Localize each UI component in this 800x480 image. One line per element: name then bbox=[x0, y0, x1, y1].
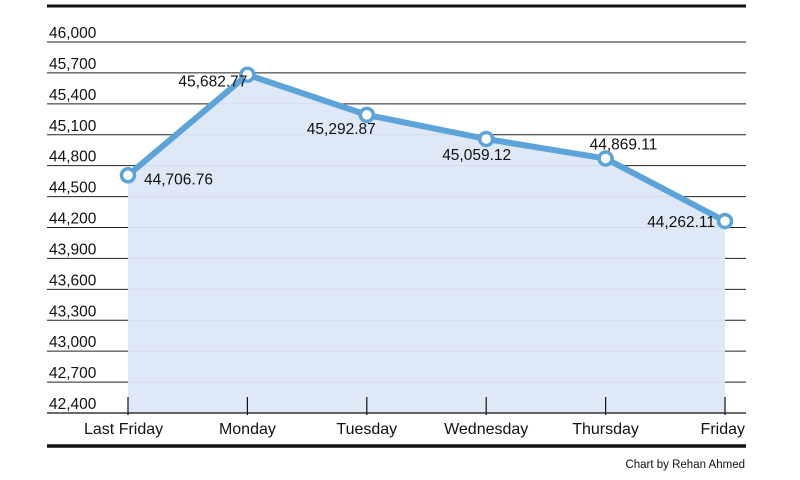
y-tick-label: 45,100 bbox=[49, 118, 97, 135]
data-point bbox=[358, 106, 376, 124]
x-tick-label: Monday bbox=[219, 421, 276, 438]
y-tick-label: 42,400 bbox=[49, 396, 97, 413]
y-tick-label: 44,800 bbox=[49, 149, 97, 166]
data-label: 45,682.77 bbox=[178, 74, 247, 91]
x-tick-label: Thursday bbox=[572, 421, 639, 438]
y-tick-label: 43,900 bbox=[49, 241, 97, 258]
x-tick-label: Wednesday bbox=[444, 421, 528, 438]
data-label: 44,706.76 bbox=[144, 171, 213, 188]
y-tick-label: 45,400 bbox=[49, 87, 97, 104]
y-tick-label: 43,000 bbox=[49, 334, 97, 351]
y-axis-tick-labels: 42,400 42,700 43,000 43,300 43,600 43,900 44,2… bbox=[49, 25, 97, 413]
data-point bbox=[239, 66, 256, 83]
area-fill bbox=[128, 74, 725, 413]
y-tick-label: 45,700 bbox=[49, 56, 97, 73]
y-tick-label: 43,600 bbox=[49, 272, 97, 289]
y-tick-label: 44,200 bbox=[49, 211, 97, 228]
series-line bbox=[125, 71, 728, 225]
y-tick-label: 46,000 bbox=[49, 25, 97, 42]
data-point bbox=[716, 212, 734, 230]
chart-credit: Chart by Rehan Ahmed bbox=[625, 459, 745, 471]
data-label: 44,869.11 bbox=[590, 137, 658, 154]
data-point bbox=[477, 130, 495, 148]
data-point bbox=[119, 167, 137, 184]
x-tick-label: Friday bbox=[701, 421, 745, 438]
y-tick-label: 43,300 bbox=[49, 303, 97, 320]
data-point bbox=[597, 150, 614, 167]
y-tick-label: 42,700 bbox=[49, 365, 97, 382]
x-tick-label: Last Friday bbox=[84, 421, 163, 438]
data-label: 44,262.11 bbox=[647, 214, 715, 231]
x-axis: Last Friday Monday Tuesday Wednesday Thursda… bbox=[47, 397, 746, 438]
data-labels: 44,706.76 45,682.77 45,292.87 45,059.12 44,8… bbox=[144, 74, 715, 231]
data-label: 45,292.87 bbox=[307, 121, 376, 138]
y-tick-label: 44,500 bbox=[49, 180, 97, 197]
data-points bbox=[119, 66, 734, 230]
x-tick-label: Tuesday bbox=[336, 421, 397, 438]
data-label: 45,059.12 bbox=[442, 147, 511, 164]
